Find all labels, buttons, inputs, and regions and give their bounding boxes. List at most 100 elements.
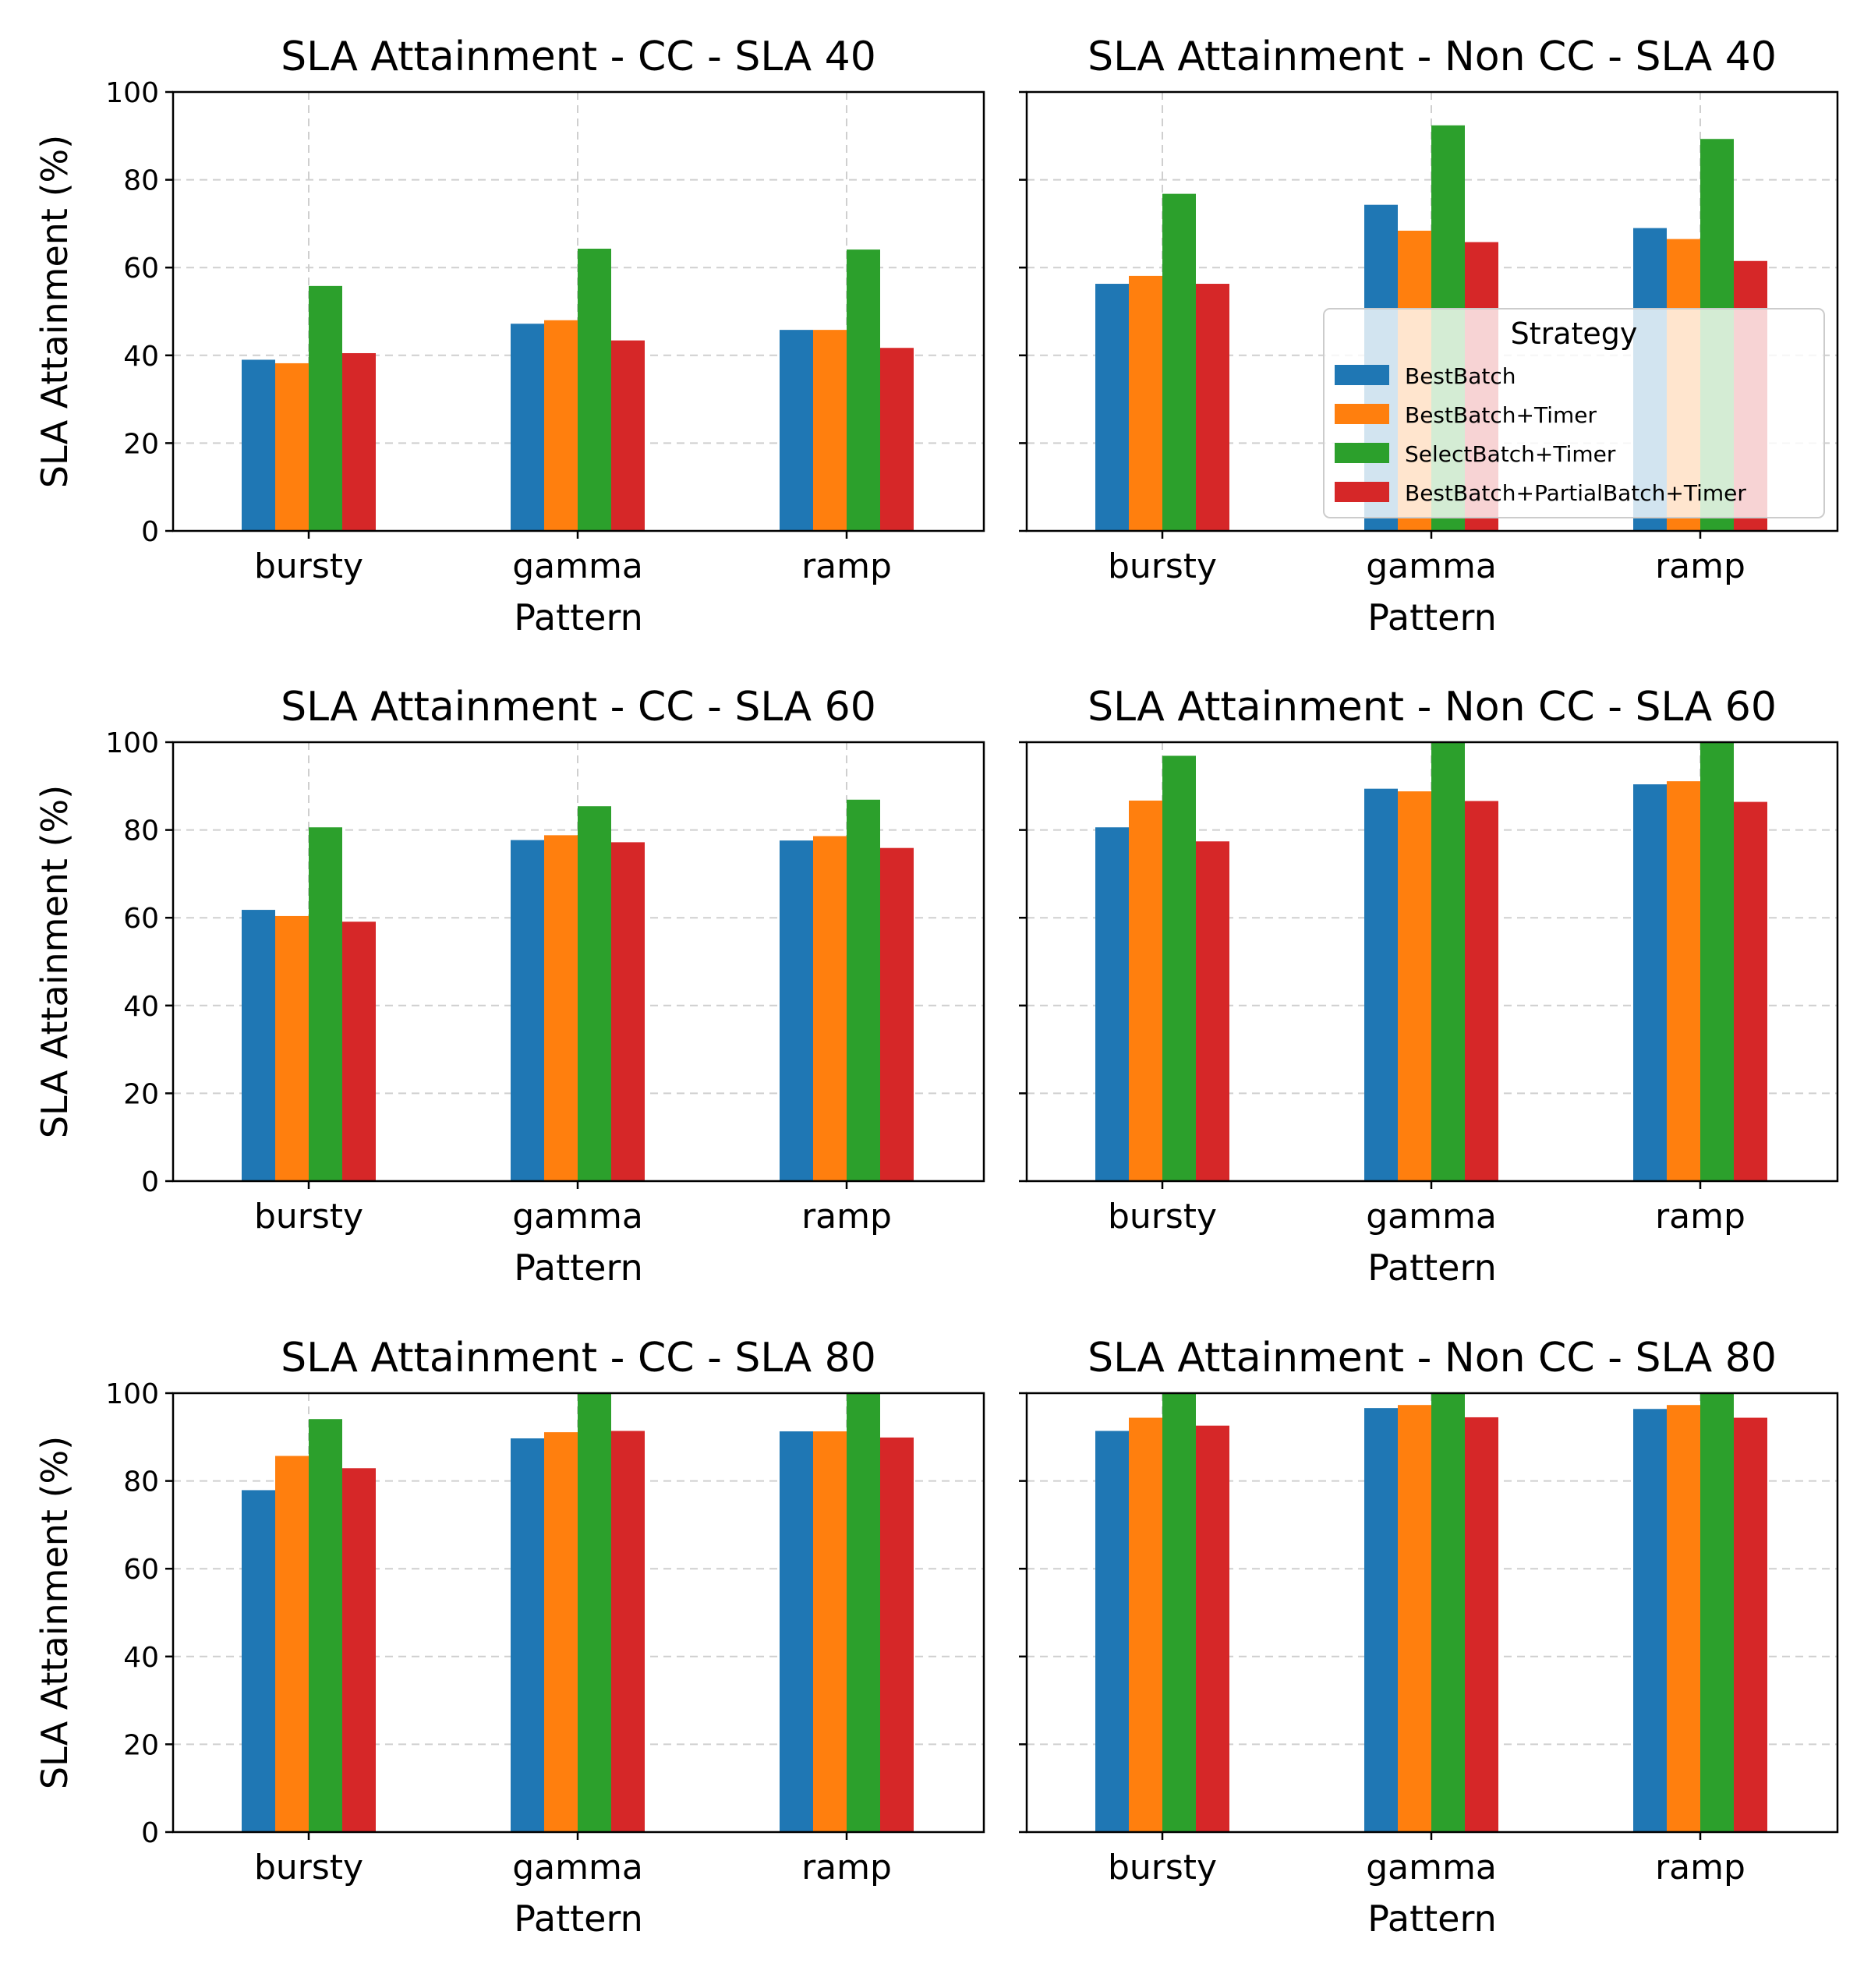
y-tick-label: 40: [123, 341, 159, 373]
x-axis-label: Pattern: [1367, 1898, 1497, 1940]
bar-bestbatch-timer-gamma: [544, 1432, 578, 1832]
bar-bestbatch-timer-bursty: [1129, 1417, 1162, 1832]
x-tick-label: gamma: [512, 1197, 643, 1236]
bar-bestbatch-bursty: [242, 359, 275, 531]
x-tick-label: bursty: [254, 1197, 363, 1236]
bar-bestbatch-bursty: [242, 1490, 275, 1832]
x-axis-label: Pattern: [514, 596, 643, 638]
x-tick-label: gamma: [512, 547, 643, 586]
bar-selectbatch-timer-ramp: [847, 799, 880, 1181]
subplot-6: SLA Attainment - Non CC - SLA 80 bursty ga…: [1019, 1335, 1839, 1940]
bar-bestbatch-timer-ramp: [813, 836, 847, 1181]
bar-bestbatch-timer-bursty: [275, 1456, 309, 1832]
legend-entry-label: BestBatch+PartialBatch+Timer: [1405, 480, 1746, 506]
x-tick-label: gamma: [1366, 1848, 1497, 1887]
bar-bestbatch-gamma: [511, 1438, 544, 1832]
subplot-5: SLA Attainment - CC - SLA 80 bursty gamma r…: [34, 1335, 985, 1940]
legend-swatch: [1335, 365, 1389, 385]
y-tick-label: 20: [123, 428, 159, 460]
bar-bestbatch-ramp: [780, 840, 813, 1181]
subplot-3: SLA Attainment - CC - SLA 60 bursty gamma r…: [34, 684, 985, 1289]
bar-selectbatch-timer-ramp: [847, 249, 880, 531]
y-tick-label: 60: [123, 1554, 159, 1586]
bar-bestbatch-partialbatch-timer-bursty: [342, 352, 376, 531]
legend-swatch: [1335, 482, 1389, 502]
bar-selectbatch-timer-gamma: [578, 806, 611, 1181]
bar-bestbatch-partialbatch-timer-gamma: [1465, 801, 1498, 1181]
bar-bestbatch-partialbatch-timer-bursty: [342, 921, 376, 1181]
x-tick-label: gamma: [1366, 1197, 1497, 1236]
bar-bestbatch-timer-gamma: [544, 320, 578, 531]
x-axis-label: Pattern: [1367, 596, 1497, 638]
y-tick-label: 80: [123, 1466, 159, 1498]
y-axis-label: SLA Attainment (%): [34, 1436, 76, 1789]
bar-bestbatch-bursty: [1095, 827, 1129, 1181]
x-tick-label: ramp: [801, 547, 892, 586]
bar-bestbatch-gamma: [511, 324, 544, 531]
legend-title: Strategy: [1511, 317, 1638, 351]
bar-bestbatch-partialbatch-timer-bursty: [1196, 1425, 1229, 1832]
x-tick-label: ramp: [801, 1197, 892, 1236]
bar-bestbatch-timer-bursty: [1129, 800, 1162, 1181]
x-tick-label: bursty: [254, 547, 363, 586]
subplot-title: SLA Attainment - CC - SLA 40: [281, 34, 876, 80]
bar-selectbatch-timer-bursty: [309, 285, 342, 531]
bar-bestbatch-timer-bursty: [1129, 275, 1162, 531]
bar-bestbatch-ramp: [780, 1431, 813, 1832]
x-tick-label: bursty: [1108, 547, 1217, 586]
bar-bestbatch-partialbatch-timer-gamma: [611, 1431, 645, 1832]
bar-bestbatch-timer-bursty: [275, 363, 309, 531]
bar-bestbatch-timer-ramp: [1667, 1405, 1700, 1832]
x-axis-label: Pattern: [1367, 1247, 1497, 1289]
x-tick-label: ramp: [1655, 1197, 1745, 1236]
bar-selectbatch-timer-ramp: [1700, 742, 1734, 1181]
bar-bestbatch-partialbatch-timer-ramp: [880, 847, 914, 1181]
x-tick-label: bursty: [1108, 1848, 1217, 1887]
bar-bestbatch-timer-gamma: [1398, 1405, 1431, 1832]
bar-bestbatch-partialbatch-timer-ramp: [880, 348, 914, 531]
y-tick-label: 20: [123, 1729, 159, 1761]
subplot-2: SLA Attainment - Non CC - SLA 40 bursty ga…: [1019, 34, 1839, 638]
y-tick-label: 80: [123, 165, 159, 197]
subplot-title: SLA Attainment - CC - SLA 80: [281, 1335, 876, 1381]
y-tick-label: 100: [105, 1378, 159, 1410]
legend-swatch: [1335, 404, 1389, 424]
y-tick-label: 40: [123, 1642, 159, 1674]
legend-entry-label: BestBatch: [1405, 363, 1516, 389]
subplot-1: SLA Attainment - CC - SLA 40 bursty gamma r…: [34, 34, 985, 638]
bar-bestbatch-gamma: [1364, 788, 1398, 1181]
bar-bestbatch-bursty: [1095, 1431, 1129, 1832]
x-axis-label: Pattern: [514, 1898, 643, 1940]
subplot-title: SLA Attainment - CC - SLA 60: [281, 684, 876, 730]
bar-bestbatch-timer-ramp: [813, 330, 847, 531]
bar-selectbatch-timer-gamma: [578, 248, 611, 531]
y-tick-label: 0: [141, 1166, 159, 1198]
bar-selectbatch-timer-gamma: [578, 1393, 611, 1832]
x-tick-label: ramp: [1655, 547, 1745, 586]
bar-bestbatch-gamma: [1364, 1408, 1398, 1832]
subplot-title: SLA Attainment - Non CC - SLA 60: [1088, 684, 1777, 730]
x-tick-label: ramp: [801, 1848, 892, 1887]
bar-selectbatch-timer-ramp: [847, 1393, 880, 1832]
subplot-4: SLA Attainment - Non CC - SLA 60 bursty ga…: [1019, 684, 1839, 1289]
y-tick-label: 60: [123, 903, 159, 935]
bar-bestbatch-partialbatch-timer-ramp: [1734, 801, 1767, 1181]
bar-bestbatch-timer-gamma: [1398, 791, 1431, 1181]
bar-selectbatch-timer-bursty: [309, 1419, 342, 1832]
y-tick-label: 100: [105, 77, 159, 109]
y-tick-label: 100: [105, 727, 159, 759]
y-tick-label: 20: [123, 1078, 159, 1110]
bar-bestbatch-partialbatch-timer-gamma: [611, 842, 645, 1181]
subplot-title: SLA Attainment - Non CC - SLA 40: [1088, 34, 1777, 80]
legend-entry-label: BestBatch+Timer: [1405, 402, 1597, 428]
bar-bestbatch-partialbatch-timer-gamma: [1465, 1417, 1498, 1832]
bar-bestbatch-gamma: [511, 840, 544, 1181]
bar-bestbatch-ramp: [780, 330, 813, 531]
bar-selectbatch-timer-ramp: [1700, 1393, 1734, 1832]
bar-bestbatch-partialbatch-timer-bursty: [1196, 284, 1229, 531]
legend: Strategy BestBatch BestBatch+Timer SelectBa…: [1323, 308, 1825, 518]
x-tick-label: bursty: [1108, 1197, 1217, 1236]
x-tick-label: bursty: [254, 1848, 363, 1887]
bar-selectbatch-timer-bursty: [1162, 193, 1196, 531]
bar-bestbatch-partialbatch-timer-ramp: [880, 1437, 914, 1832]
